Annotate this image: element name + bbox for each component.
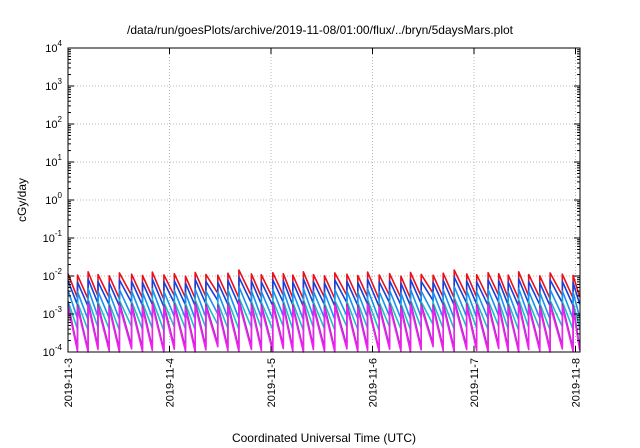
y-axis-title: cGy/day (15, 178, 29, 222)
y-tick-label: 104 (45, 39, 62, 55)
y-tick-label: 10-4 (43, 343, 63, 359)
y-tick-label: 10-2 (43, 267, 63, 283)
x-tick-label: 2019-11-4 (165, 358, 177, 407)
y-tick-label: 100 (45, 191, 62, 207)
y-tick-labels: 10-4 10-3 10-2 10-1 100 101 102 103 104 (43, 39, 63, 359)
y-tick-label: 102 (45, 115, 62, 131)
x-tick-label: 2019-11-8 (571, 358, 583, 407)
x-tick-labels: 2019-11-3 2019-11-4 2019-11-5 2019-11-6 2019… (63, 358, 583, 407)
x-tick-label: 2019-11-3 (63, 358, 75, 407)
x-axis-title: Coordinated Universal Time (UTC) (232, 431, 416, 445)
y-tick-label: 10-3 (43, 305, 63, 321)
x-tick-label: 2019-11-5 (266, 358, 278, 407)
series-line-5 (67, 301, 581, 353)
x-tick-label: 2019-11-6 (368, 358, 380, 407)
chart-title: /data/run/goesPlots/archive/2019-11-08/0… (127, 23, 514, 37)
y-tick-label: 103 (45, 77, 62, 93)
y-tick-label: 10-1 (43, 229, 63, 245)
ticks (67, 47, 580, 353)
y-tick-label: 101 (45, 153, 62, 169)
series-group (67, 269, 581, 353)
x-tick-label: 2019-11-7 (469, 358, 481, 407)
